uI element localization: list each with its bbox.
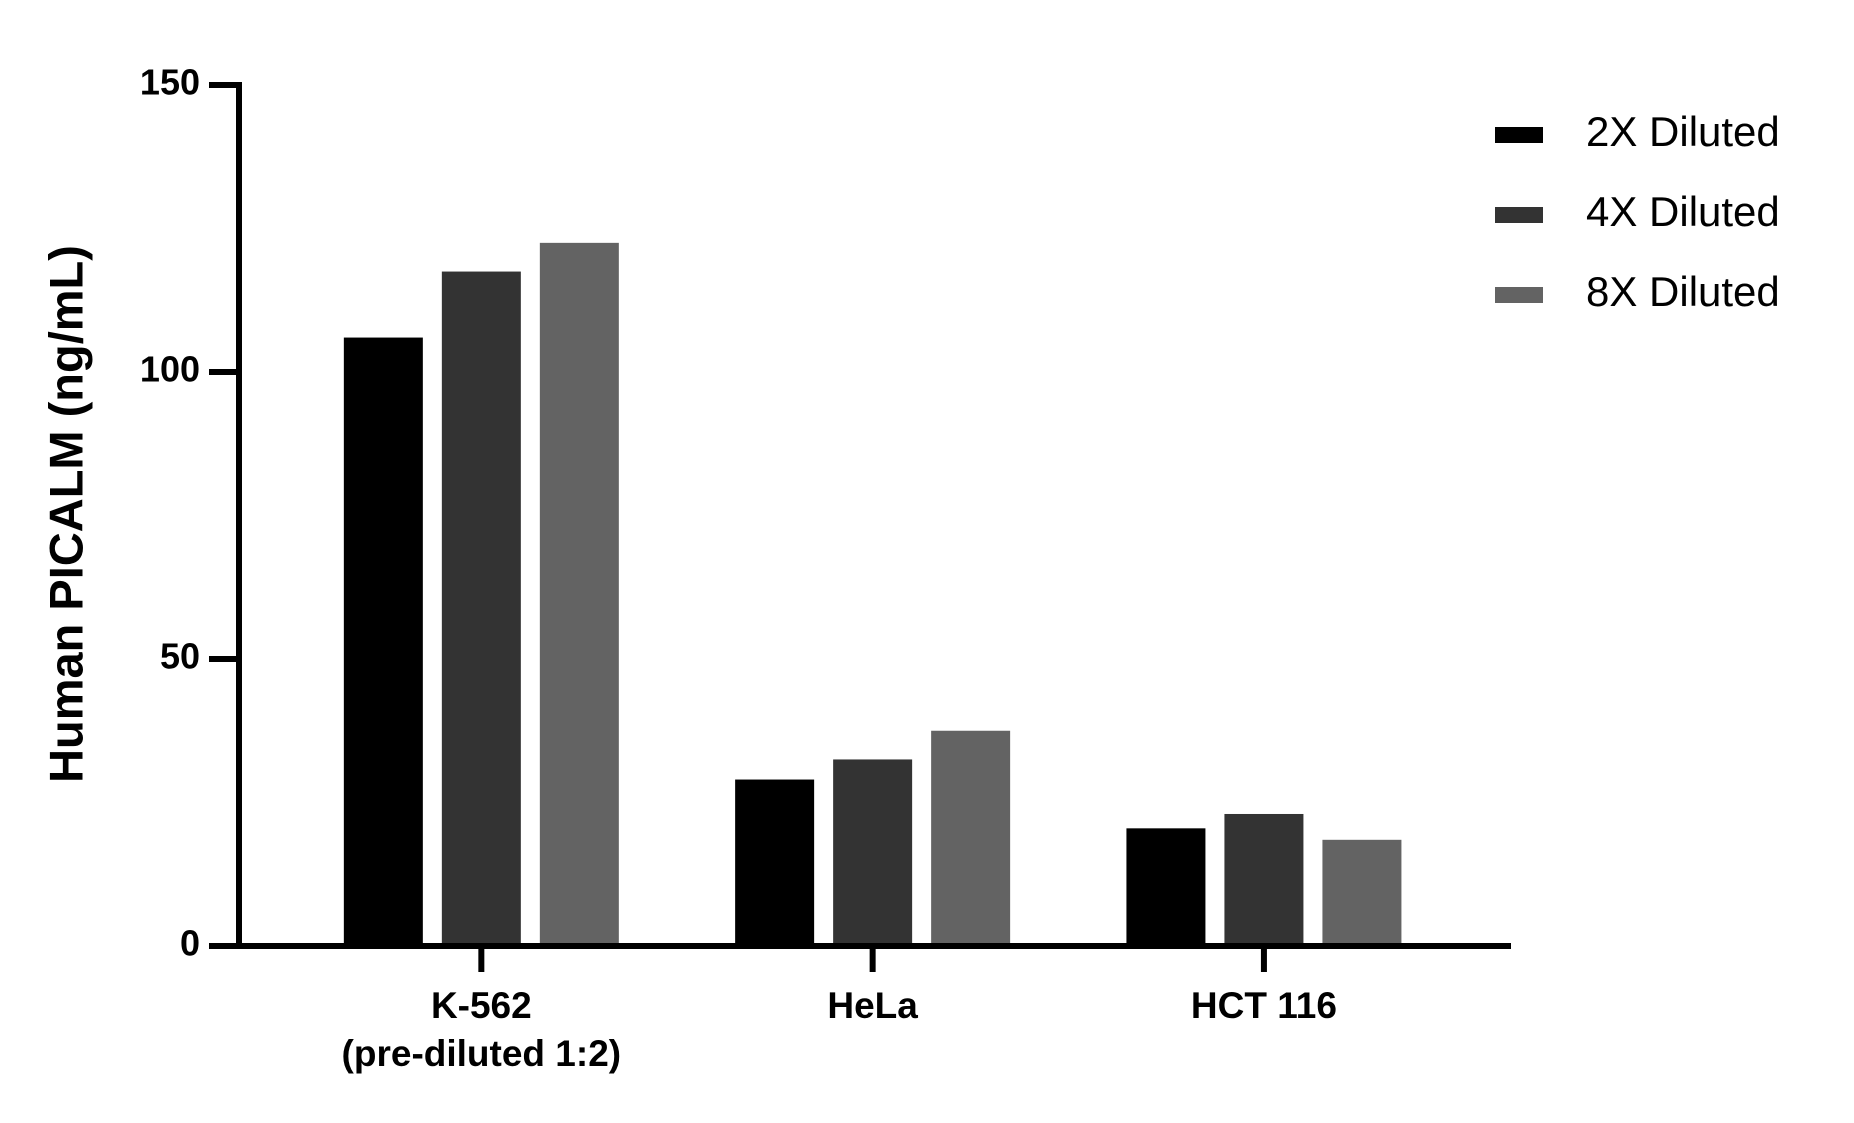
legend-label: 2X Diluted [1586, 108, 1780, 155]
bar [735, 779, 815, 946]
bar [833, 759, 913, 946]
bar [1322, 839, 1402, 946]
legend-label: 4X Diluted [1586, 188, 1780, 235]
bar [539, 242, 619, 947]
y-tick-label: 0 [180, 923, 200, 964]
bar [1126, 828, 1206, 946]
legend-swatch [1495, 127, 1543, 143]
y-tick-label: 150 [140, 62, 200, 103]
legend-swatch [1495, 207, 1543, 223]
bar [1224, 813, 1304, 946]
x-tick-label: HCT 116 [1190, 985, 1337, 1026]
legend-label: 8X Diluted [1586, 268, 1780, 315]
x-tick-label: K-562 (pre-diluted 1:2) [341, 985, 622, 1074]
bar [931, 730, 1011, 946]
y-tick-label: 100 [140, 349, 200, 390]
x-tick-label: HeLa [827, 985, 918, 1026]
legend-swatch [1495, 287, 1543, 303]
y-axis-title: Human PICALM (ng/mL) [39, 245, 92, 783]
bar [441, 271, 521, 946]
y-tick-label: 50 [160, 636, 200, 677]
bar [343, 337, 423, 946]
